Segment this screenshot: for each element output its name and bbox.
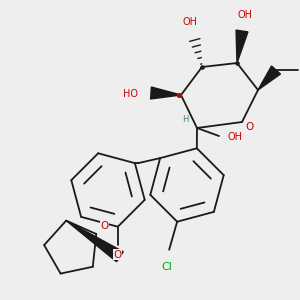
Polygon shape	[236, 30, 248, 63]
Polygon shape	[258, 66, 280, 90]
Text: OH: OH	[182, 17, 197, 27]
Text: O: O	[246, 122, 254, 132]
Text: O: O	[100, 221, 108, 231]
Text: Cl: Cl	[162, 262, 172, 272]
Polygon shape	[151, 87, 181, 99]
Text: O: O	[114, 250, 122, 260]
Text: OH: OH	[238, 10, 253, 20]
Polygon shape	[66, 220, 123, 262]
Text: H: H	[182, 116, 188, 124]
Text: OH: OH	[227, 132, 242, 142]
Text: HO: HO	[124, 89, 139, 99]
